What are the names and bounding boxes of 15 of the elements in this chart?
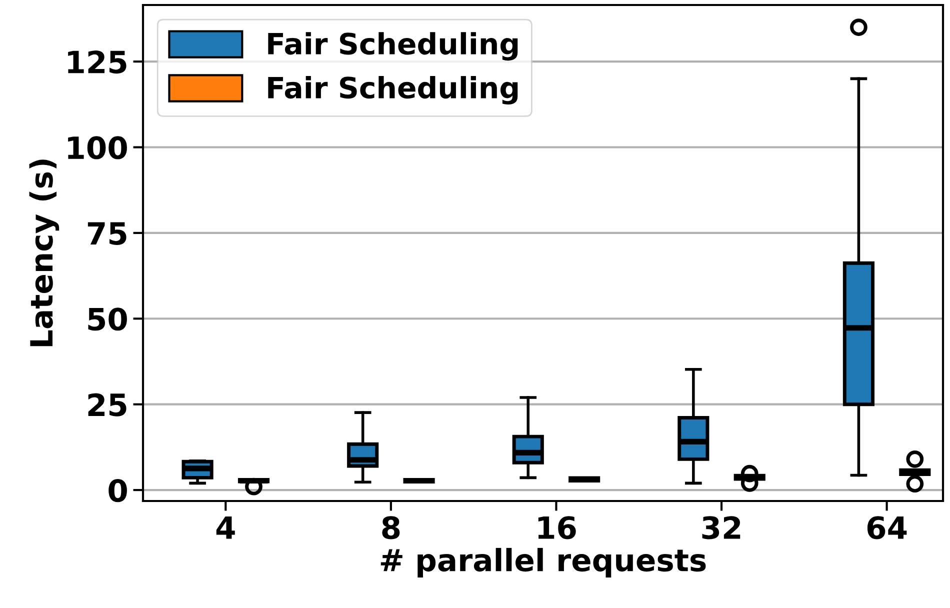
- x-tick-label: 32: [702, 516, 740, 540]
- x-tick-label: 64: [867, 516, 907, 540]
- legend-label: Fair Scheduling: [268, 76, 518, 105]
- x-tick-label: 16: [538, 516, 576, 540]
- y-tick-label: 0: [108, 478, 127, 502]
- x-axis-title: # parallel requests: [380, 548, 706, 578]
- y-tick-label: 75: [88, 222, 126, 245]
- y-tick-label: 100: [68, 136, 127, 160]
- legend-label: Fair Scheduling: [268, 32, 518, 61]
- y-tick-label: 25: [88, 393, 126, 416]
- y-tick-label: 50: [88, 308, 127, 331]
- x-tick-label: 4: [216, 516, 235, 539]
- y-tick-label: 125: [68, 50, 126, 74]
- y-axis-title: Latency (s): [29, 160, 60, 346]
- x-tick-label: 8: [382, 516, 400, 540]
